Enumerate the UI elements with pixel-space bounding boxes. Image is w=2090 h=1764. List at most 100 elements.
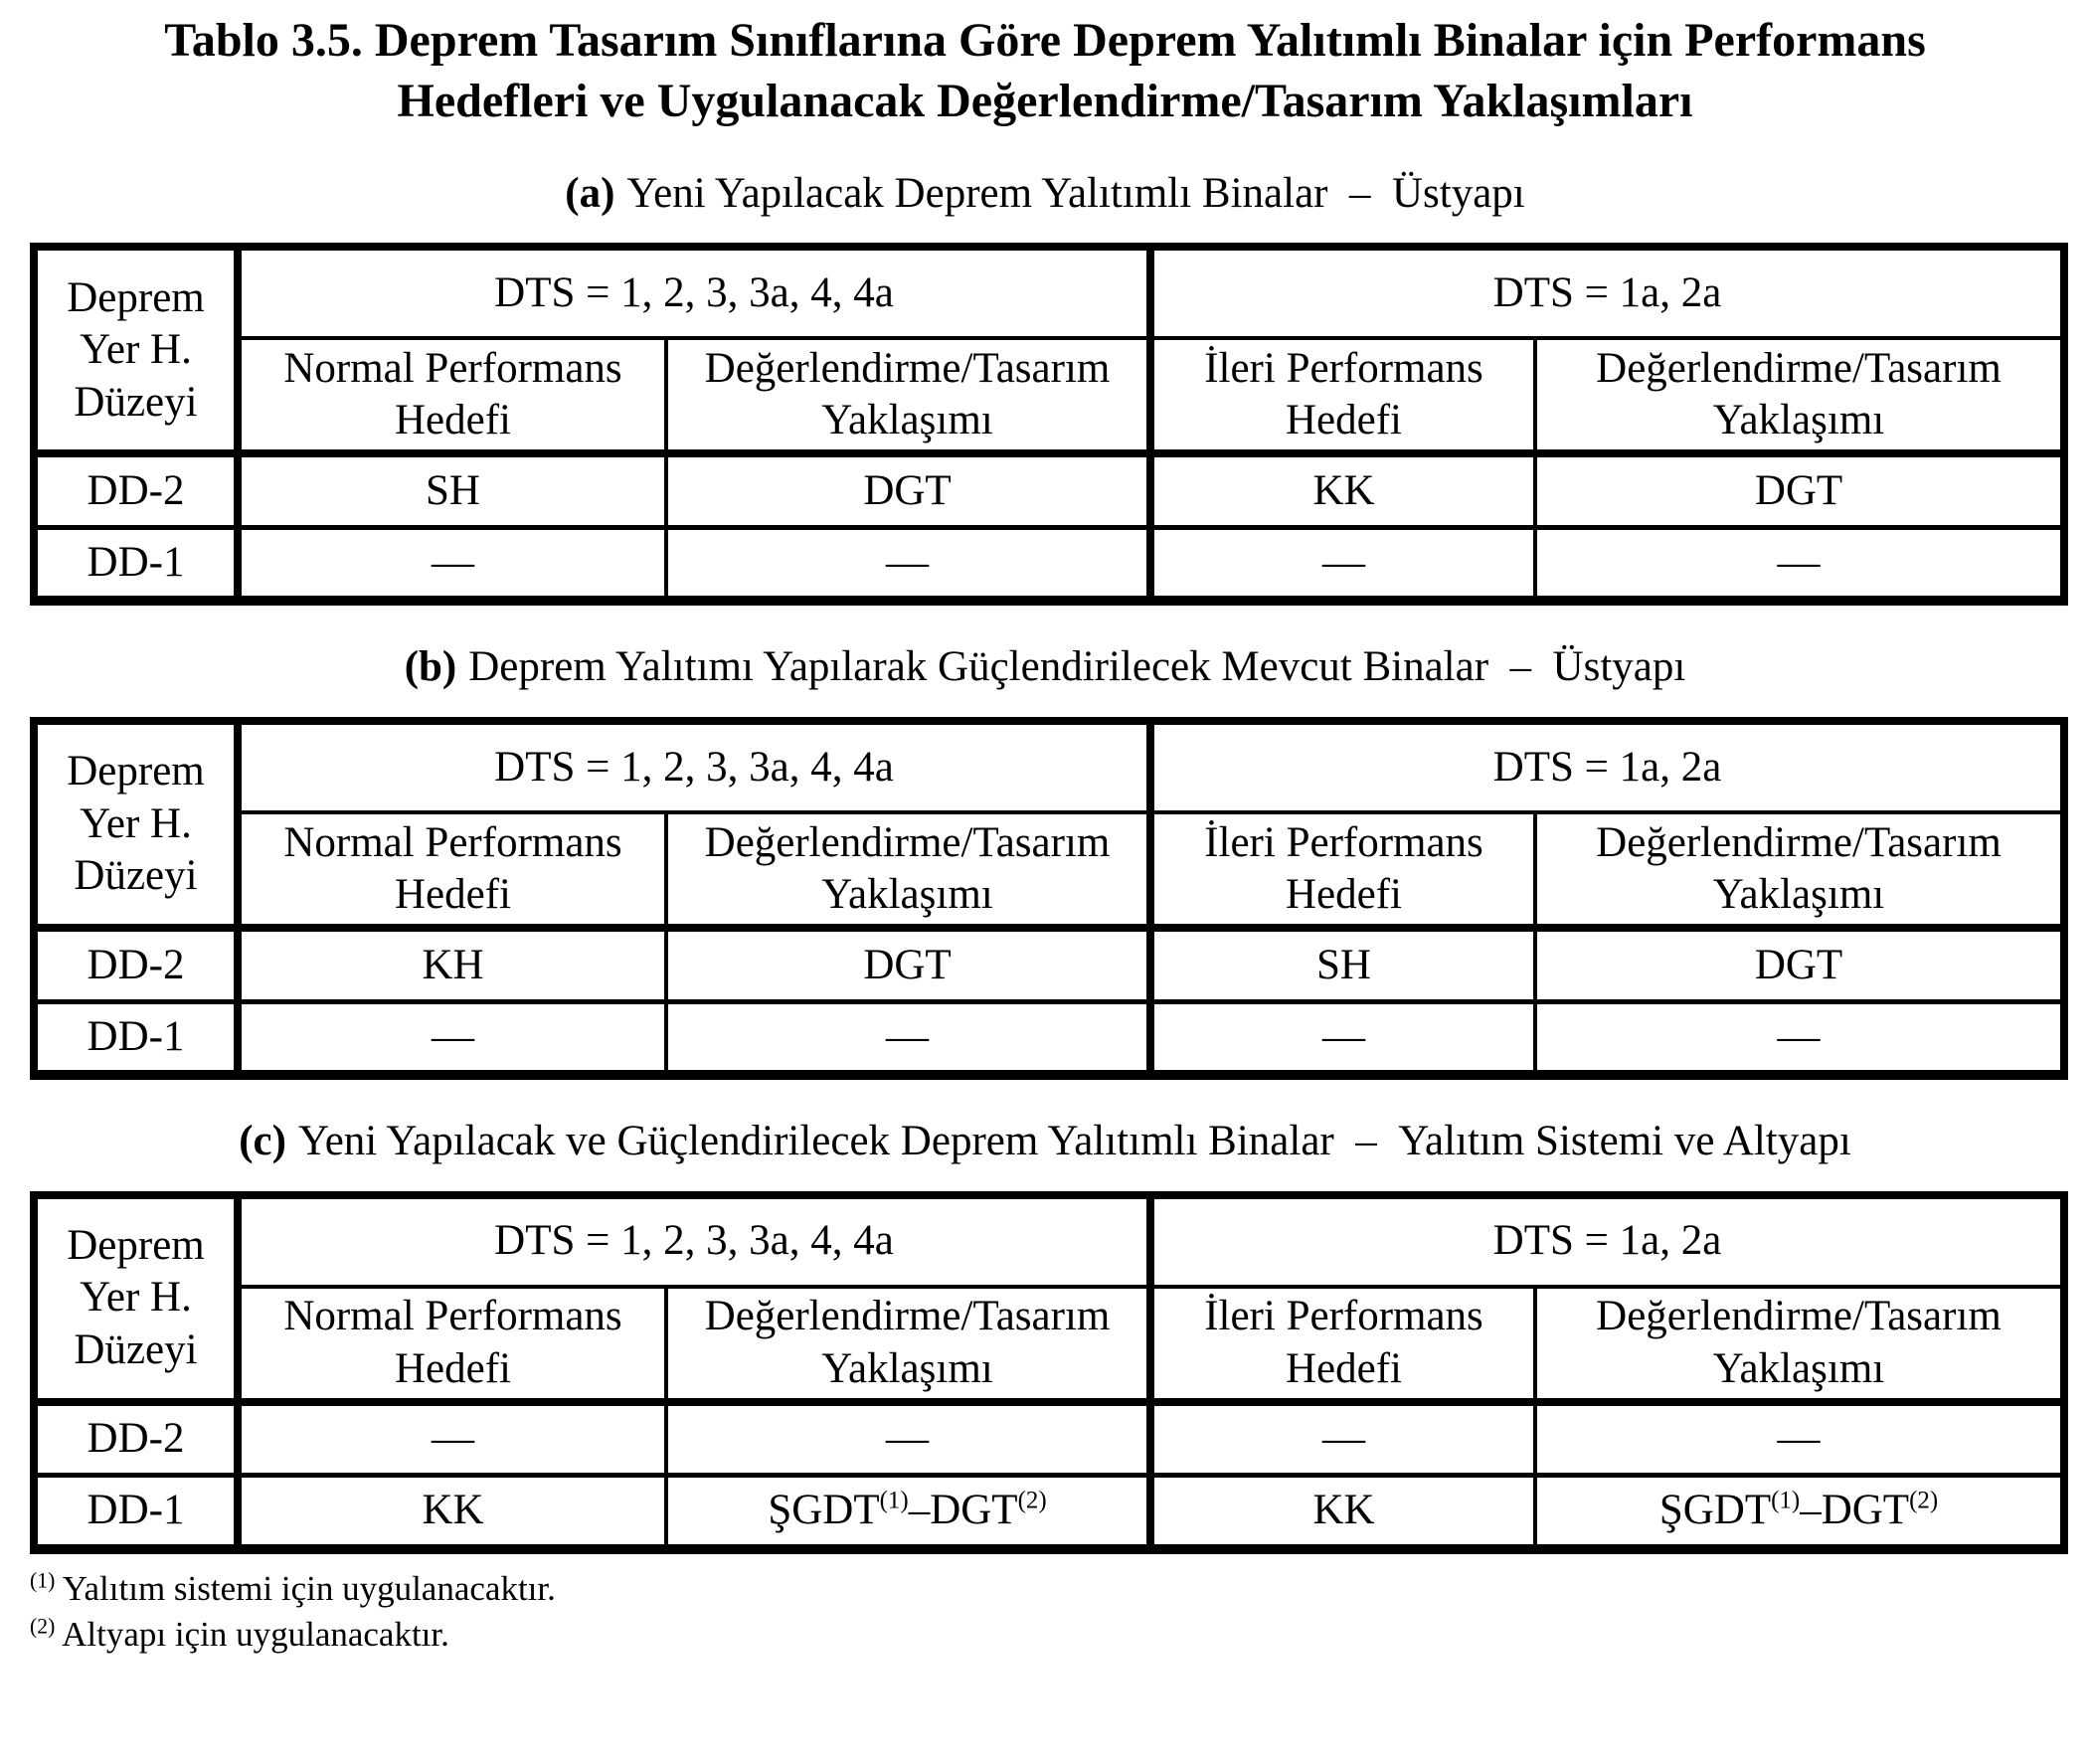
cell-superscript: (2) xyxy=(1909,1487,1939,1514)
footnote-2-marker: (2) xyxy=(30,1614,56,1639)
title-line-1: Tablo 3.5. Deprem Tasarım Sınıflarına Gö… xyxy=(164,14,1926,67)
cell-superscript: (2) xyxy=(1017,1487,1047,1514)
footnote-2-text: Altyapı için uygulanacaktır. xyxy=(62,1614,449,1654)
caption-a: (a) Yeni Yapılacak Deprem Yalıtımlı Binal… xyxy=(30,168,2060,220)
data-cell: — xyxy=(1150,527,1537,602)
subheader-degerlendirme-2: Değerlendirme/Tasarım Yaklaşımı xyxy=(1535,812,2064,933)
row-label: DD-2 xyxy=(34,453,242,530)
data-cell: KK xyxy=(238,1475,668,1549)
cell-text: ŞGDT xyxy=(768,1487,880,1534)
table-a-subheader-row: Normal Performans Hedefi Değerlendirme/T… xyxy=(34,338,2064,458)
data-cell: — xyxy=(666,1001,1154,1076)
subheader-normal-performans: Normal Performans Hedefi xyxy=(238,812,668,933)
dts-group-2-header: DTS = 1a, 2a xyxy=(1150,721,2064,815)
cell-superscript: (1) xyxy=(879,1487,909,1514)
data-cell: — xyxy=(1150,1401,1537,1479)
table-c: Deprem Yer H. Düzeyi DTS = 1, 2, 3, 3a, … xyxy=(30,1190,2068,1554)
cell-text: DGT xyxy=(1821,1487,1910,1534)
table-row: DD-1 KK ŞGDT(1)–DGT(2) KK ŞGDT(1)–DGT(2) xyxy=(34,1475,2064,1549)
document-page: Tablo 3.5. Deprem Tasarım Sınıflarına Gö… xyxy=(30,10,2068,1658)
cell-text: DGT xyxy=(930,1487,1018,1534)
caption-c-label: (c) xyxy=(239,1118,286,1165)
data-cell: — xyxy=(1535,1401,2064,1479)
footnote-1: (1) Yalıtım sistemi için uygulanacaktır. xyxy=(30,1566,2060,1612)
corner-line: Deprem xyxy=(67,748,205,795)
data-cell: KK xyxy=(1150,453,1537,530)
data-cell: SH xyxy=(1150,928,1537,1004)
cell-dash: – xyxy=(908,1487,931,1534)
corner-line: Deprem xyxy=(67,273,205,321)
table-a: Deprem Yer H. Düzeyi DTS = 1, 2, 3, 3a, … xyxy=(30,243,2068,607)
data-cell: ŞGDT(1)–DGT(2) xyxy=(666,1475,1154,1549)
data-cell: — xyxy=(1150,1001,1537,1076)
data-cell: — xyxy=(238,1401,668,1479)
data-cell: KK xyxy=(1150,1475,1537,1549)
cell-text: ŞGDT xyxy=(1658,1487,1772,1534)
table-b-subheader-row: Normal Performans Hedefi Değerlendirme/T… xyxy=(34,812,2064,933)
table-row: DD-1 — — — — xyxy=(34,1001,2064,1076)
cell-superscript: (1) xyxy=(1771,1487,1801,1514)
caption-a-text: Yeni Yapılacak Deprem Yalıtımlı Binalar … xyxy=(626,169,1525,217)
dts-group-1-header: DTS = 1, 2, 3, 3a, 4, 4a xyxy=(238,721,1154,815)
corner-line: Deprem xyxy=(67,1221,205,1269)
data-cell: DGT xyxy=(666,928,1154,1004)
data-cell: DGT xyxy=(666,453,1154,530)
footnotes: (1) Yalıtım sistemi için uygulanacaktır.… xyxy=(30,1566,2060,1658)
dts-group-2-header: DTS = 1a, 2a xyxy=(1150,1194,2064,1289)
data-cell: — xyxy=(666,1401,1154,1479)
subheader-ileri-performans: İleri Performans Hedefi xyxy=(1150,812,1537,933)
dts-group-1-header: DTS = 1, 2, 3, 3a, 4, 4a xyxy=(238,247,1154,341)
subheader-normal-performans: Normal Performans Hedefi xyxy=(238,338,668,458)
subheader-degerlendirme-2: Değerlendirme/Tasarım Yaklaşımı xyxy=(1535,338,2064,458)
data-cell: — xyxy=(238,1001,668,1076)
row-label: DD-1 xyxy=(34,527,242,602)
subheader-degerlendirme-1: Değerlendirme/Tasarım Yaklaşımı xyxy=(666,812,1154,933)
row-label: DD-2 xyxy=(34,1401,242,1479)
table-b: Deprem Yer H. Düzeyi DTS = 1, 2, 3, 3a, … xyxy=(30,717,2068,1081)
data-cell: DGT xyxy=(1535,928,2064,1004)
table-row: DD-2 SH DGT KK DGT xyxy=(34,453,2064,530)
caption-a-label: (a) xyxy=(565,169,615,217)
data-cell: — xyxy=(238,527,668,602)
data-cell: — xyxy=(1777,1012,1821,1060)
data-cell: ŞGDT(1)–DGT(2) xyxy=(1535,1476,2064,1549)
data-cell: DGT xyxy=(1535,453,2064,530)
table-c-subheader-row: Normal Performans Hedefi Değerlendirme/T… xyxy=(34,1286,2064,1406)
subheader-ileri-performans: İleri Performans Hedefi xyxy=(1150,1286,1537,1406)
row-label: DD-1 xyxy=(34,1475,242,1549)
caption-b-text: Deprem Yalıtımı Yapılarak Güçlendirilece… xyxy=(468,643,1686,691)
subheader-normal-performans: Normal Performans Hedefi xyxy=(238,1286,668,1406)
corner-line: Düzeyi xyxy=(74,1325,198,1373)
data-cell: SH xyxy=(238,453,668,530)
data-cell: KH xyxy=(238,928,668,1004)
table-b-group-header-row: Deprem Yer H. Düzeyi DTS = 1, 2, 3, 3a, … xyxy=(34,721,2064,933)
data-cell: — xyxy=(1777,538,1821,586)
corner-line: Düzeyi xyxy=(74,852,198,900)
header-corner-cell: Deprem Yer H. Düzeyi xyxy=(34,247,242,458)
subheader-degerlendirme-1: Değerlendirme/Tasarım Yaklaşımı xyxy=(666,338,1154,458)
header-corner-cell: Deprem Yer H. Düzeyi xyxy=(34,721,242,933)
row-label: DD-2 xyxy=(34,928,242,1004)
caption-b: (b) Deprem Yalıtımı Yapılarak Güçlendiril… xyxy=(30,641,2060,693)
table-row: DD-2 — — — — xyxy=(34,1401,2064,1479)
title-line-2: Hedefleri ve Uygulanacak Değerlendirme/T… xyxy=(397,75,1693,128)
table-row: DD-2 KH DGT SH DGT xyxy=(34,928,2064,1004)
corner-line: Yer H. xyxy=(80,326,192,374)
row-label: DD-1 xyxy=(34,1001,242,1076)
cell-dash: – xyxy=(1800,1487,1822,1534)
table-a-group-header-row: Deprem Yer H. Düzeyi DTS = 1, 2, 3, 3a, … xyxy=(34,247,2064,458)
table-c-group-header-row: Deprem Yer H. Düzeyi DTS = 1, 2, 3, 3a, … xyxy=(34,1194,2064,1406)
subheader-degerlendirme-2: Değerlendirme/Tasarım Yaklaşımı xyxy=(1535,1286,2064,1406)
subheader-degerlendirme-1: Değerlendirme/Tasarım Yaklaşımı xyxy=(666,1286,1154,1406)
caption-b-label: (b) xyxy=(404,643,457,691)
page-title: Tablo 3.5. Deprem Tasarım Sınıflarına Gö… xyxy=(30,10,2060,132)
table-row: DD-1 — — — — xyxy=(34,527,2064,602)
subheader-ileri-performans: İleri Performans Hedefi xyxy=(1150,338,1537,458)
dts-group-1-header: DTS = 1, 2, 3, 3a, 4, 4a xyxy=(238,1194,1154,1289)
data-cell: — xyxy=(666,527,1154,602)
caption-c: (c) Yeni Yapılacak ve Güçlendirilecek Dep… xyxy=(30,1116,2060,1167)
corner-line: Yer H. xyxy=(80,799,192,847)
corner-line: Yer H. xyxy=(80,1274,192,1322)
footnote-1-marker: (1) xyxy=(30,1568,56,1592)
header-corner-cell: Deprem Yer H. Düzeyi xyxy=(34,1194,242,1406)
